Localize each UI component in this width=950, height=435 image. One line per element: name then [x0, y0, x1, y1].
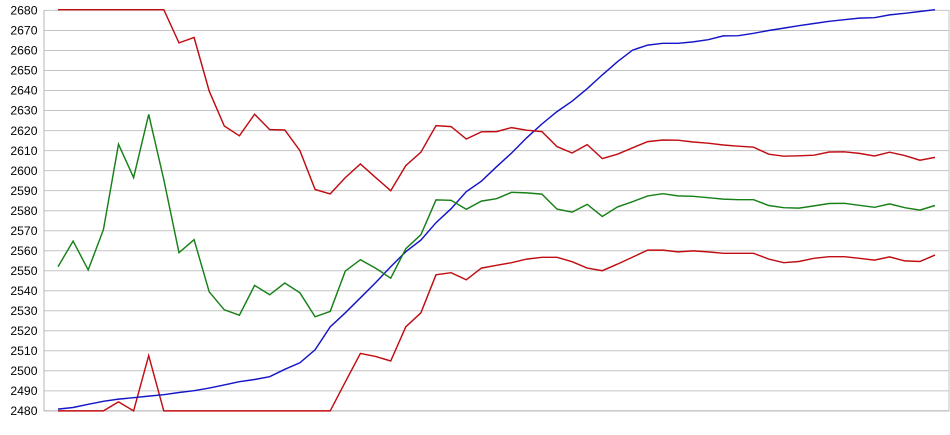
svg-text:2620: 2620 [10, 124, 37, 138]
svg-text:2520: 2520 [10, 324, 37, 338]
svg-text:2680: 2680 [10, 4, 37, 18]
svg-text:2500: 2500 [10, 364, 37, 378]
svg-text:2590: 2590 [10, 184, 37, 198]
svg-text:2560: 2560 [10, 244, 37, 258]
svg-text:2530: 2530 [10, 304, 37, 318]
svg-text:2640: 2640 [10, 84, 37, 98]
svg-text:2540: 2540 [10, 284, 37, 298]
svg-text:2480: 2480 [10, 404, 37, 418]
svg-text:2600: 2600 [10, 164, 37, 178]
svg-text:2570: 2570 [10, 224, 37, 238]
svg-text:2630: 2630 [10, 104, 37, 118]
svg-text:2510: 2510 [10, 344, 37, 358]
svg-text:2550: 2550 [10, 264, 37, 278]
svg-text:2580: 2580 [10, 204, 37, 218]
svg-text:2490: 2490 [10, 384, 37, 398]
svg-text:2660: 2660 [10, 44, 37, 58]
svg-text:2610: 2610 [10, 144, 37, 158]
svg-text:2670: 2670 [10, 24, 37, 38]
svg-text:2650: 2650 [10, 64, 37, 78]
